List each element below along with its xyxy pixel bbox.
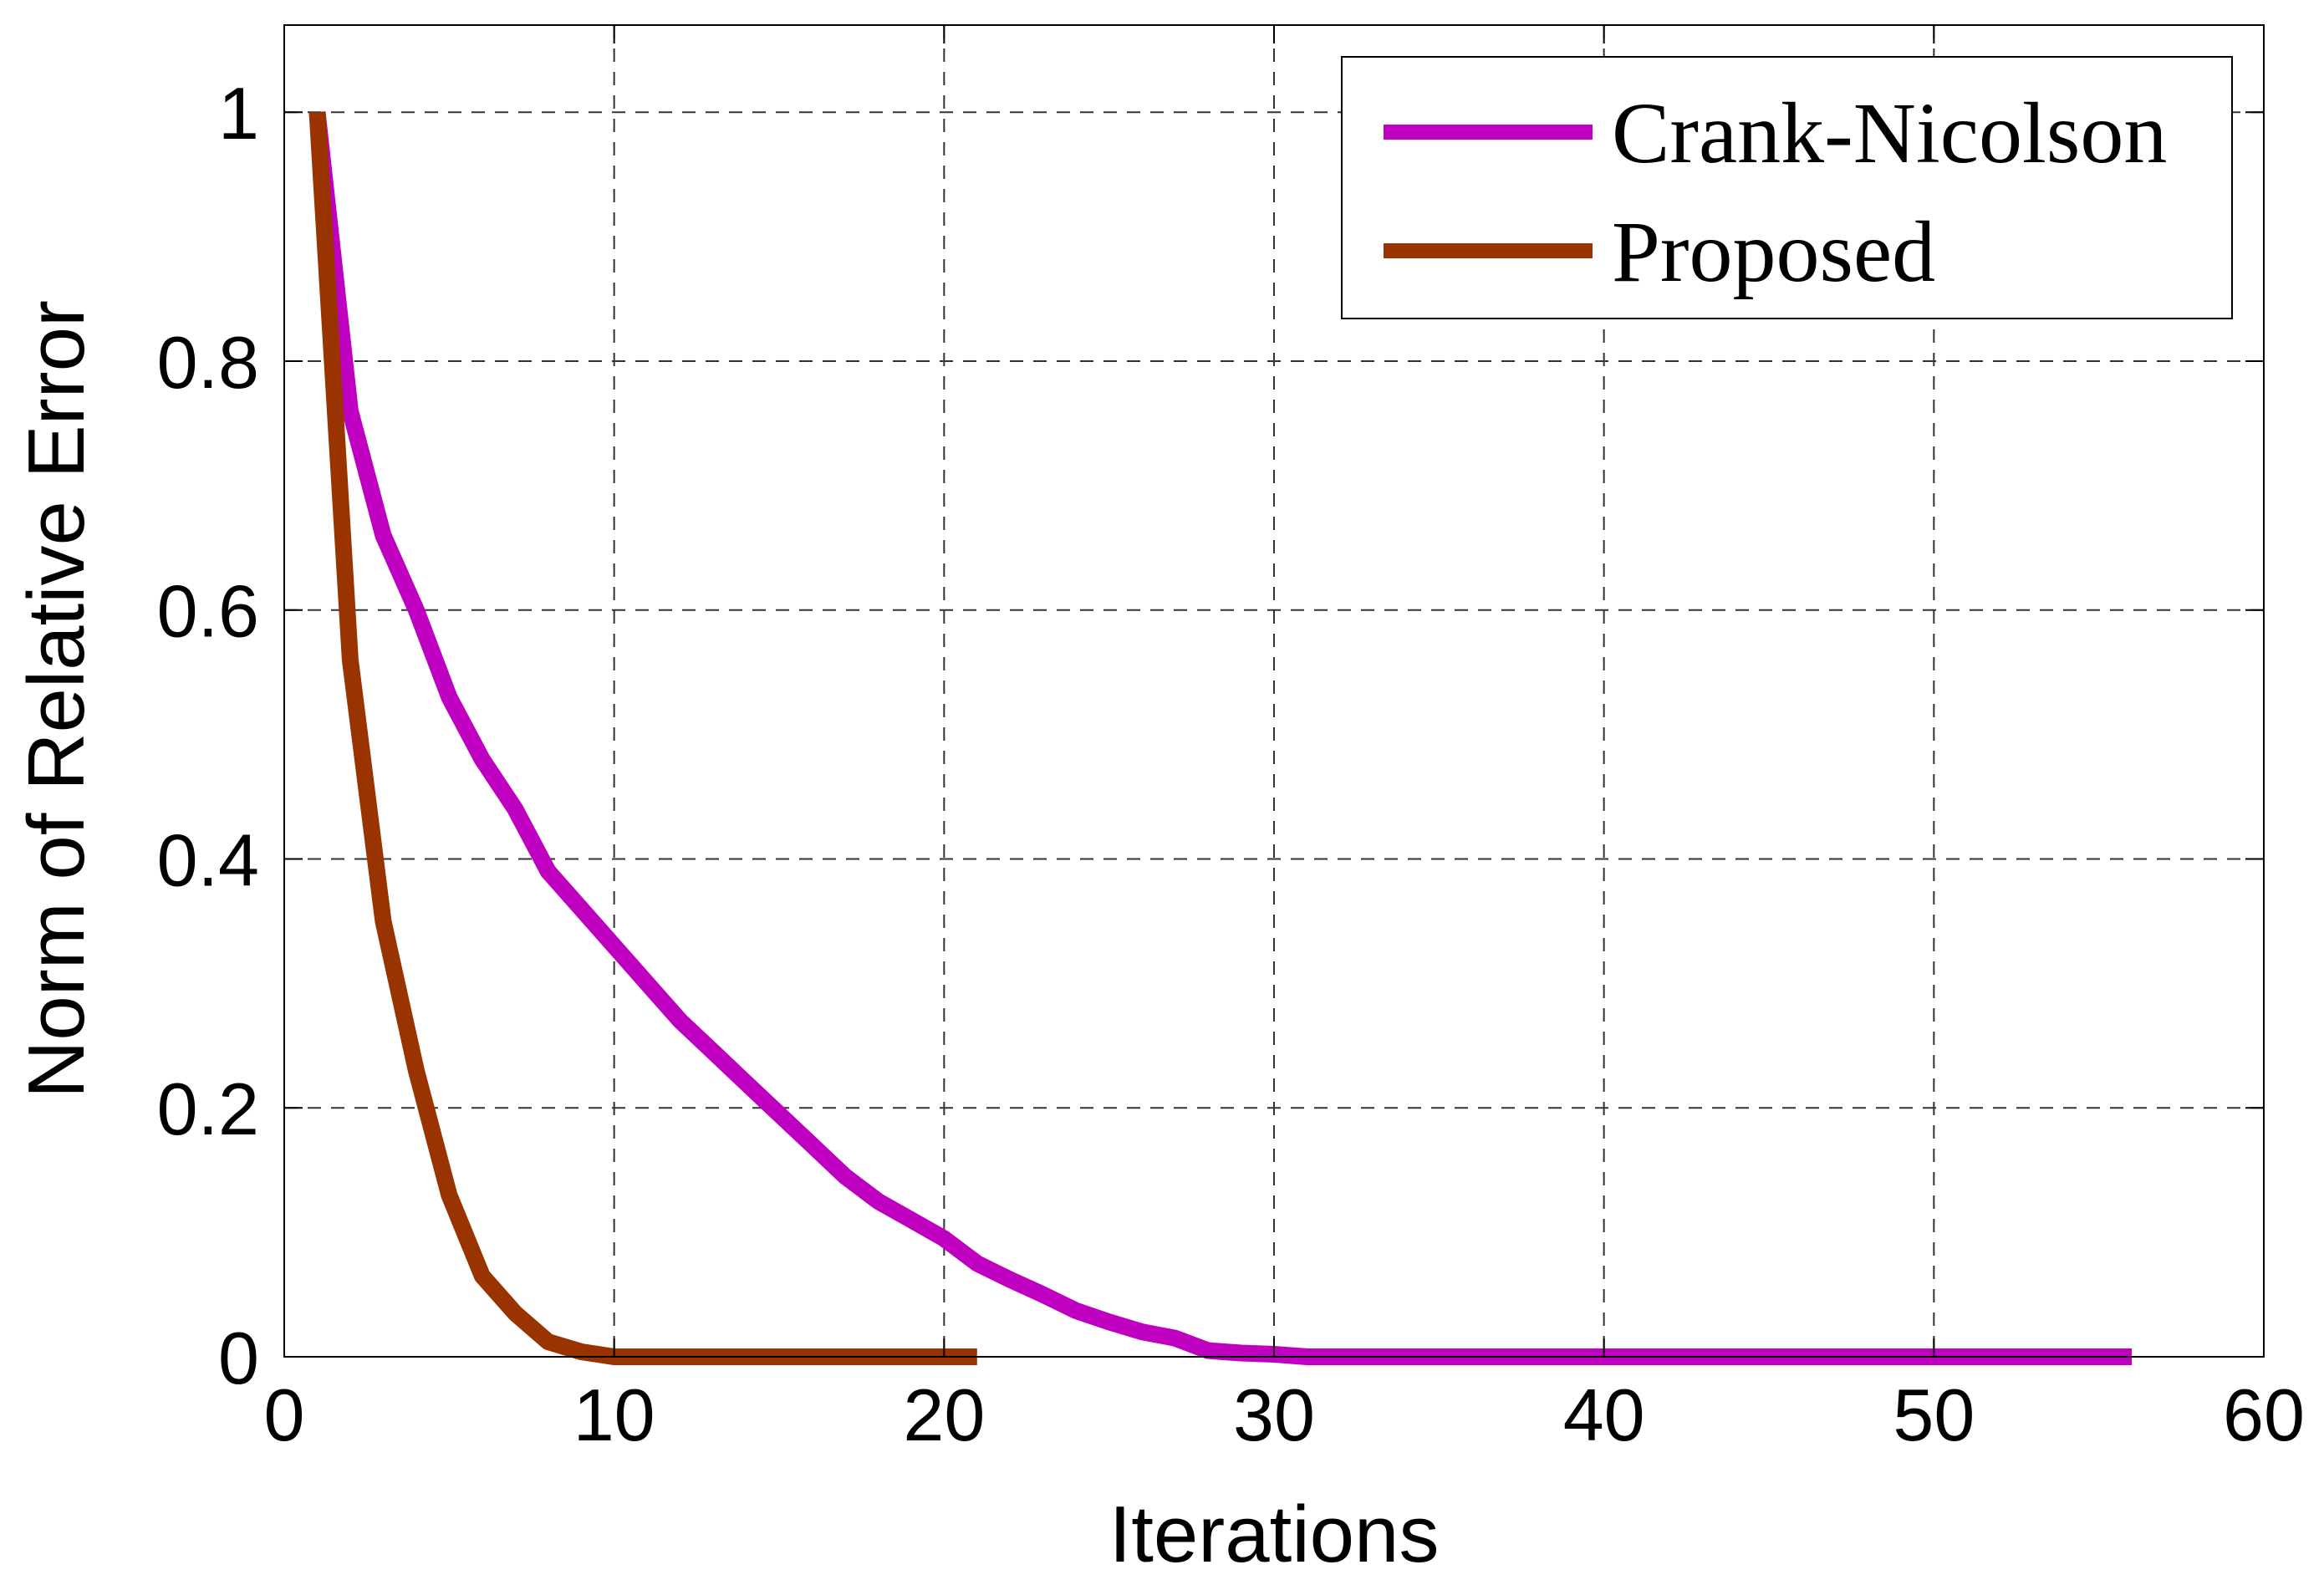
x-tick-label: 30 (1233, 1374, 1315, 1456)
legend-label-crank-nicolson: Crank-Nicolson (1612, 85, 2167, 181)
x-tick-label: 0 (264, 1374, 305, 1456)
y-tick-label: 0.6 (157, 570, 259, 653)
y-axis-label: Norm of Relative Error (12, 300, 101, 1098)
x-tick-label: 40 (1563, 1374, 1645, 1456)
x-axis-label: Iterations (1109, 1490, 1440, 1579)
x-tick-label: 10 (573, 1374, 655, 1456)
tick-labels: 0 10 20 30 40 50 60 0 0.2 0.4 0.6 0.8 1 (157, 72, 2305, 1456)
y-tick-label: 0.4 (157, 818, 259, 901)
legend-box (1341, 56, 2233, 319)
legend-label-proposed: Proposed (1612, 204, 1935, 300)
series-line-crank-nicolson (308, 111, 2133, 1365)
y-tick-label: 1 (218, 72, 259, 155)
y-tick-label: 0.2 (157, 1068, 259, 1150)
x-tick-label: 60 (2223, 1374, 2305, 1456)
legend: Crank-Nicolson Proposed (1341, 56, 2233, 319)
axis-ticks (283, 25, 2265, 1358)
x-tick-label: 50 (1893, 1374, 1975, 1456)
y-tick-label: 0 (218, 1317, 259, 1399)
x-tick-label: 20 (903, 1374, 985, 1456)
y-tick-label: 0.8 (157, 321, 259, 404)
